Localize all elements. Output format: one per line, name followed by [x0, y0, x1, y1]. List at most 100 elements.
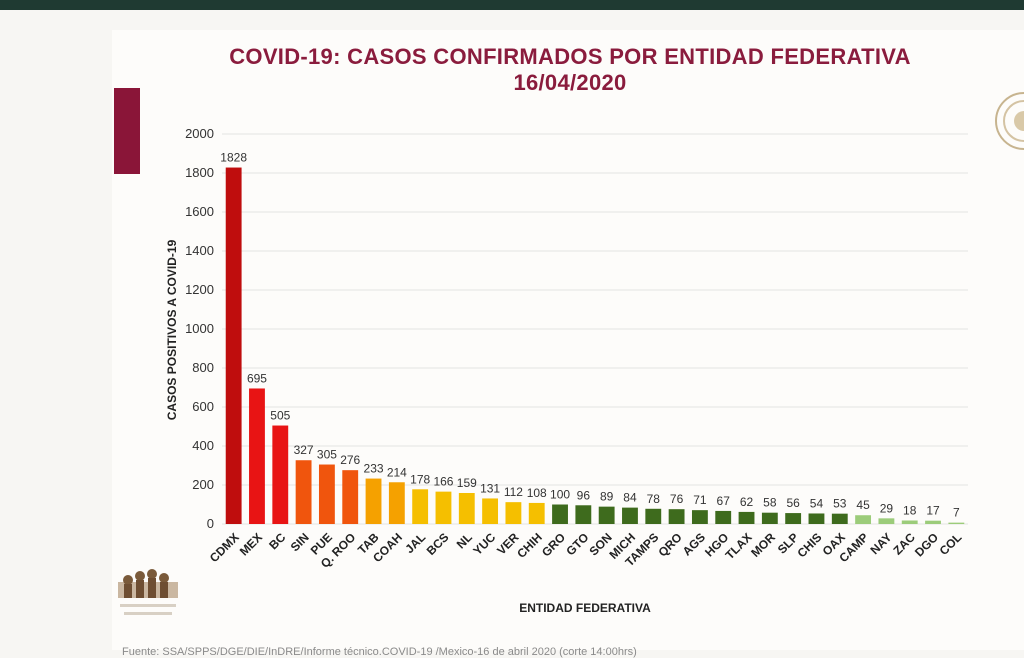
bar-chih [528, 502, 545, 524]
chart-panel [112, 30, 1024, 650]
x-tick-label: BCS [424, 530, 452, 558]
value-label: 112 [504, 485, 523, 499]
chart-title: COVID-19: CASOS CONFIRMADOS POR ENTIDAD … [150, 44, 990, 96]
bar-col [948, 522, 965, 524]
bar-son [598, 506, 615, 524]
bar-qro [668, 509, 685, 524]
bar-tab [365, 478, 382, 524]
value-label: 29 [880, 501, 894, 515]
bar-ags [691, 510, 708, 524]
x-tick-label: BC [266, 530, 288, 552]
value-label: 17 [926, 504, 940, 518]
bar-nl [458, 492, 475, 524]
value-label: 505 [270, 409, 290, 423]
x-tick-label: CHIH [514, 530, 545, 561]
bars [225, 167, 965, 525]
bar-sin [295, 460, 312, 524]
value-label: 71 [693, 493, 707, 507]
y-tick-label: 600 [192, 399, 214, 414]
x-axis-label: ENTIDAD FEDERATIVA [519, 601, 651, 615]
bar-cdmx [225, 167, 242, 525]
value-label: 84 [623, 491, 637, 505]
value-label: 305 [317, 448, 337, 462]
y-tick-label: 1000 [185, 321, 214, 336]
y-tick-label: 800 [192, 360, 214, 375]
bar-tlax [738, 511, 755, 524]
value-label: 131 [480, 481, 500, 495]
bar-gro [552, 504, 568, 524]
bar-mex [249, 388, 265, 524]
value-label: 54 [810, 496, 824, 510]
x-tick-label: MEX [237, 530, 265, 558]
y-tick-label: 2000 [185, 126, 214, 141]
y-tick-label: 1800 [185, 165, 214, 180]
bar-zac [901, 520, 918, 524]
y-tick-label: 1600 [185, 204, 214, 219]
value-label: 233 [364, 462, 384, 476]
value-label: 58 [763, 496, 777, 510]
x-tick-label: ZAC [890, 530, 918, 558]
value-label: 108 [527, 486, 547, 500]
x-tick-label: NAY [867, 530, 894, 557]
x-tick-label: MOR [748, 530, 778, 560]
value-label: 276 [340, 453, 360, 467]
value-label: 100 [550, 488, 570, 502]
source-note: Fuente: SSA/SPPS/DGE/DIE/InDRE/Informe t… [122, 646, 637, 658]
bar-pue [318, 464, 335, 524]
emblem-left-icon [118, 569, 178, 615]
chart-subtitle: 16/04/2020 [513, 70, 627, 95]
y-tick-label: 1200 [185, 282, 214, 297]
value-label: 89 [600, 490, 614, 504]
bar-yuc [482, 498, 499, 524]
value-label: 45 [856, 498, 870, 512]
value-label: 159 [457, 476, 477, 490]
x-tick-label: COL [937, 530, 965, 558]
value-label: 178 [410, 472, 430, 486]
x-tick-label: AGS [680, 530, 708, 558]
bar-gto [575, 505, 592, 524]
value-label: 56 [786, 496, 800, 510]
x-tick-label: YUC [470, 530, 498, 558]
x-tick-label: CHIS [794, 530, 824, 560]
x-tick-label: TLAX [723, 530, 755, 562]
value-label: 53 [833, 497, 847, 511]
accent-bar [114, 88, 140, 174]
bar-oax [831, 513, 848, 524]
y-tick-label: 200 [192, 477, 214, 492]
value-label: 7 [953, 506, 960, 520]
bar-jal [412, 489, 429, 524]
bar-bc [272, 425, 289, 524]
bar-nay [878, 518, 895, 524]
bar-mor [761, 512, 778, 524]
emblem-right-icon [995, 92, 1024, 150]
value-label: 695 [247, 371, 267, 385]
value-label: 214 [387, 465, 407, 479]
bar-mich [622, 507, 638, 524]
value-label: 78 [647, 492, 661, 506]
value-label: 76 [670, 492, 684, 506]
bar-hgo [715, 510, 732, 524]
value-label: 166 [433, 475, 453, 489]
x-tick-label: JAL [402, 530, 428, 556]
bar-coah [388, 482, 405, 524]
bar-camp [855, 515, 872, 524]
value-label: 67 [717, 494, 731, 508]
bar-ver [505, 502, 522, 524]
top-bar [0, 0, 1024, 10]
value-label: 327 [294, 443, 314, 457]
chart-title-line: COVID-19: CASOS CONFIRMADOS POR ENTIDAD … [229, 44, 911, 69]
x-tick-label: SIN [288, 530, 312, 554]
x-tick-label: GTO [563, 530, 591, 558]
bar-bcs [435, 491, 452, 524]
value-label: 18 [903, 503, 917, 517]
y-tick-labels: 0 200 400 600 800 1000 1200 1400 1600 1800 2000 [185, 126, 214, 531]
bar-q-roo [342, 470, 359, 524]
bar-chis [808, 513, 825, 524]
x-tick-label: DGO [912, 530, 941, 559]
value-label: 1828 [220, 151, 247, 165]
bar-slp [785, 513, 802, 524]
y-tick-label: 400 [192, 438, 214, 453]
